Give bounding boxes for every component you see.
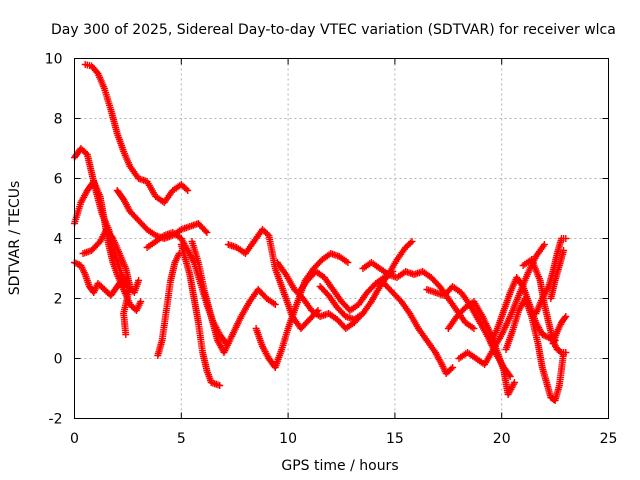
axis-ticks	[74, 58, 609, 419]
y-tick-label: 8	[54, 112, 63, 128]
plus-markers	[177, 241, 224, 389]
series-trace-9	[177, 241, 224, 389]
y-tick-label: -2	[49, 412, 63, 428]
x-tick-label: 10	[279, 431, 297, 447]
plus-markers	[154, 250, 183, 359]
series-trace-25	[547, 247, 568, 302]
y-tick-label: 10	[45, 52, 63, 68]
series-trace-1	[81, 61, 192, 206]
series-trace-14	[295, 268, 397, 314]
series-trace-22	[502, 295, 568, 404]
y-tick-label: 0	[54, 352, 63, 368]
chart-title: Day 300 of 2025, Sidereal Day-to-day VTE…	[51, 22, 616, 38]
series-trace-20	[455, 241, 548, 368]
plus-markers	[79, 226, 134, 338]
plus-markers	[455, 241, 548, 368]
series-trace-10	[188, 238, 279, 356]
data-series	[71, 61, 570, 404]
series-trace-8	[154, 250, 183, 359]
gridlines	[74, 58, 609, 419]
series-trace-26	[549, 313, 570, 347]
plus-markers	[143, 229, 230, 347]
plus-markers	[547, 247, 568, 302]
series-trace-7	[143, 229, 230, 347]
plus-markers	[188, 238, 279, 356]
y-tick-label: 6	[54, 172, 63, 188]
x-tick-label: 20	[493, 431, 511, 447]
plus-markers	[549, 313, 570, 347]
plus-markers	[295, 268, 397, 314]
y-axis-label: SDTVAR / TECUs	[7, 181, 23, 296]
plus-markers	[359, 259, 478, 332]
series-trace-24	[519, 256, 570, 356]
x-tick-label: 5	[177, 431, 186, 447]
x-tick-labels: 0 5 10 15 20 25	[70, 431, 617, 447]
series-trace-16	[359, 259, 478, 332]
plus-markers	[519, 256, 570, 356]
x-tick-label: 25	[600, 431, 618, 447]
series-trace-17	[380, 280, 457, 377]
y-tick-labels: -2 0 2 4 6 8 10	[45, 52, 63, 428]
plus-markers	[502, 295, 568, 404]
x-axis-label: GPS time / hours	[281, 458, 398, 474]
plus-markers	[81, 61, 192, 206]
plus-markers	[380, 280, 457, 377]
y-tick-label: 4	[54, 232, 63, 248]
y-tick-label: 2	[54, 292, 63, 308]
x-tick-label: 15	[386, 431, 404, 447]
x-tick-label: 0	[70, 431, 79, 447]
series-trace-5	[79, 226, 134, 338]
